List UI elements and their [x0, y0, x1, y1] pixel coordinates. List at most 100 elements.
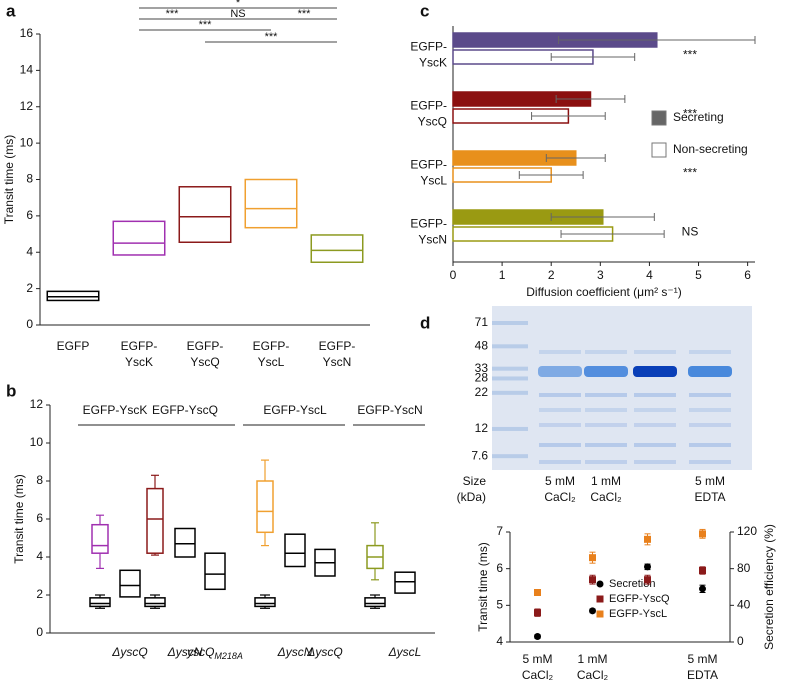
- gel-band: [689, 443, 731, 447]
- x-tick-label: 4: [646, 268, 653, 282]
- y-tick-label: YscQ: [418, 115, 447, 129]
- gel-band: [585, 393, 627, 397]
- y-tick-label: 0: [36, 625, 43, 639]
- axis-title: Secretion efficiency (%): [762, 524, 776, 650]
- box: [256, 480, 274, 534]
- y-tick-label: 4: [36, 549, 43, 563]
- x-tick-label: EGFP-: [319, 339, 356, 353]
- legend-marker: [596, 580, 604, 588]
- x-tick-label: CaCl₂: [577, 668, 609, 682]
- x-tick-label: ΔyscN: [277, 645, 313, 659]
- significance-label: ***: [265, 31, 279, 43]
- x-tick-label: 0: [450, 268, 457, 282]
- gel-band: [585, 350, 627, 354]
- lane-label: CaCl₂: [590, 490, 622, 504]
- x-tick-label: 1 mM: [578, 652, 608, 666]
- size-marker-label: 7.6: [471, 448, 488, 462]
- gel-image: [492, 306, 752, 470]
- significance-label: NS: [230, 8, 245, 20]
- y-tick-label: EGFP-: [410, 158, 447, 172]
- panel-label: c: [420, 1, 429, 20]
- gel-band: [689, 393, 731, 397]
- lane-label: 5 mM: [695, 474, 725, 488]
- size-axis-title: Size: [463, 474, 487, 488]
- y-tick-label: YscK: [419, 56, 447, 70]
- size-marker-label: 33: [475, 361, 489, 375]
- lane-label: CaCl₂: [544, 490, 576, 504]
- x-tick-label: YscQ: [190, 355, 219, 369]
- gel-band: [539, 393, 581, 397]
- ladder-band: [492, 376, 528, 381]
- lane-label: 1 mM: [591, 474, 621, 488]
- label-subscript: M218A: [214, 651, 243, 661]
- y-tick-label: 16: [20, 26, 34, 40]
- size-marker-label: 12: [475, 421, 489, 435]
- x-tick-label: 6: [744, 268, 751, 282]
- label-text: yscQ: [186, 645, 214, 659]
- ladder-band: [492, 344, 528, 349]
- x-tick-label: YscL: [258, 355, 285, 369]
- x-tick-label: EDTA: [687, 668, 718, 682]
- x-tick-label: EGFP-: [121, 339, 158, 353]
- label-text: ΔyscN: [167, 645, 203, 659]
- gel-band: [539, 423, 581, 427]
- ladder-band: [492, 321, 528, 325]
- gel-band-major: [688, 366, 732, 377]
- significance-label: ***: [199, 19, 213, 31]
- axis-title: Transit time (ms): [12, 474, 26, 564]
- y-tick-label: 7: [496, 524, 503, 538]
- gel-band: [634, 460, 676, 464]
- x-tick-label: 3: [597, 268, 604, 282]
- gel-band: [689, 408, 731, 412]
- label-text: ΔyscN: [277, 645, 313, 659]
- point: [699, 585, 706, 593]
- point: [534, 609, 541, 617]
- point: [589, 554, 596, 562]
- axis-title: Transit time (ms): [2, 135, 16, 225]
- box: [364, 597, 386, 608]
- gel-band-major: [633, 366, 677, 377]
- x-tick-label: YscN: [323, 355, 352, 369]
- gel-band-major: [584, 366, 628, 377]
- y-tick-label: 2: [26, 281, 33, 295]
- legend-label: EGFP-YscQ: [609, 593, 670, 605]
- x-tick-label: EGFP-: [253, 339, 290, 353]
- x-tick-label: EGFP: [57, 339, 90, 353]
- point: [534, 633, 541, 640]
- axis-title: Transit time (ms): [476, 542, 490, 632]
- x-tick-label: 5 mM: [688, 652, 718, 666]
- box: [89, 597, 111, 608]
- y-tick-label: 6: [496, 561, 503, 575]
- x-tick-label: ΔyscQ: [306, 645, 342, 659]
- y-tick-label: 4: [26, 244, 33, 258]
- box: [112, 220, 166, 256]
- x-tick-label: 2: [548, 268, 555, 282]
- y-tick-label: 120: [737, 524, 757, 538]
- point: [589, 607, 596, 615]
- panel-label: d: [420, 313, 430, 332]
- box: [91, 523, 109, 554]
- label-text: ΔyscL: [388, 645, 422, 659]
- legend-swatch: [651, 142, 667, 158]
- y-tick-label: 12: [20, 99, 34, 113]
- label-text: ΔyscQ: [111, 645, 147, 659]
- ladder-band: [492, 390, 528, 395]
- gel-band: [689, 423, 731, 427]
- point: [644, 576, 651, 584]
- x-tick-label: 5: [695, 268, 702, 282]
- y-tick-label: YscN: [418, 233, 447, 247]
- annotation: NS: [682, 225, 699, 239]
- y-tick-label: 6: [36, 511, 43, 525]
- gel-band: [585, 423, 627, 427]
- box: [46, 290, 100, 302]
- axis-title: Diffusion coefficient (μm² s⁻¹): [526, 285, 682, 299]
- group-label: EGFP-YscK: [83, 403, 148, 417]
- x-tick-label: yscQM218A: [186, 645, 243, 661]
- panel-label: b: [6, 381, 16, 400]
- y-tick-label: 10: [20, 135, 34, 149]
- y-tick-label: 10: [30, 435, 44, 449]
- y-tick-label: YscL: [420, 174, 447, 188]
- panel-label: a: [6, 1, 16, 20]
- y-tick-label: 2: [36, 587, 43, 601]
